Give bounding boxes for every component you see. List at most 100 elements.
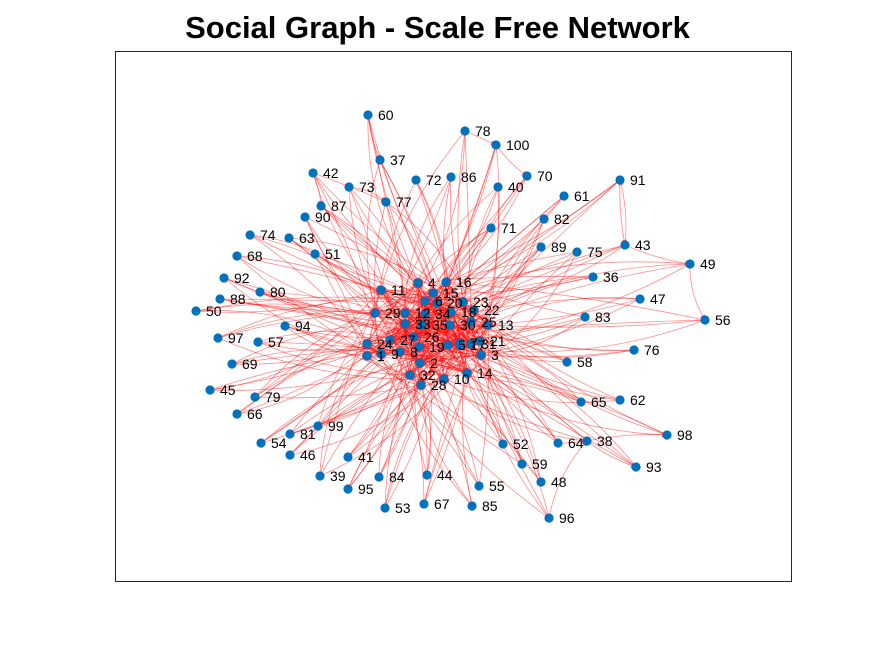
- edge-69-9: [231, 348, 382, 365]
- edge-78-12: [404, 130, 466, 314]
- edge-3-32: [409, 354, 482, 378]
- edge-58-22: [473, 309, 568, 363]
- edge-44-28: [420, 384, 432, 476]
- edge-63-13: [288, 237, 489, 326]
- node-77: [381, 197, 391, 207]
- node-label-51: 51: [325, 246, 341, 262]
- edge-42-20: [312, 172, 438, 304]
- node-label-9: 9: [391, 346, 399, 362]
- edge-55-24: [366, 343, 480, 487]
- node-24: [362, 339, 372, 349]
- node-label-40: 40: [508, 179, 524, 195]
- edge-90-26: [304, 216, 415, 338]
- edge-52-15: [432, 292, 504, 445]
- edge-56-29: [374, 310, 706, 328]
- node-label-22: 22: [484, 302, 500, 318]
- edge-48-5: [447, 344, 542, 483]
- edge-91-43: [619, 179, 627, 246]
- edge-9-14: [380, 353, 468, 374]
- node-74: [245, 230, 255, 240]
- edge-64-18: [450, 311, 559, 444]
- edge-46-21: [289, 340, 481, 456]
- node-label-70: 70: [537, 168, 553, 184]
- node-label-62: 62: [630, 392, 646, 408]
- node-label-35: 35: [432, 317, 448, 333]
- node-18: [446, 307, 456, 317]
- edge-85-22: [461, 309, 476, 507]
- node-1: [362, 351, 372, 361]
- node-55: [474, 481, 484, 491]
- node-label-25: 25: [481, 314, 497, 330]
- node-78: [460, 126, 470, 136]
- node-label-76: 76: [644, 342, 660, 358]
- node-90: [300, 212, 310, 222]
- edge-76-17: [459, 343, 635, 358]
- node-label-34: 34: [435, 306, 451, 322]
- edge-36-2: [419, 276, 594, 364]
- edge-68-17: [236, 255, 461, 346]
- node-label-45: 45: [220, 382, 236, 398]
- node-label-79: 79: [265, 389, 281, 405]
- edge-90-24: [304, 216, 368, 345]
- node-label-86: 86: [461, 169, 477, 185]
- edge-32-20: [409, 302, 439, 376]
- edge-98-13: [487, 324, 668, 436]
- edge-49-6: [424, 261, 691, 302]
- edge-46-34: [289, 313, 426, 456]
- edge-57-32: [257, 341, 411, 378]
- node-83: [580, 312, 590, 322]
- node-76: [629, 345, 639, 355]
- node-label-52: 52: [513, 436, 529, 452]
- node-label-96: 96: [559, 510, 575, 526]
- node-43: [620, 240, 630, 250]
- edge-36-15: [432, 276, 594, 296]
- edge-38-21: [479, 340, 588, 442]
- node-label-74: 74: [260, 227, 276, 243]
- edge-58-11: [380, 288, 568, 363]
- edge-65-21: [479, 339, 582, 403]
- node-label-15: 15: [443, 285, 459, 301]
- edge-97-34: [217, 309, 426, 339]
- node-label-21: 21: [490, 333, 506, 349]
- edge-73-21: [348, 186, 481, 342]
- figure-title: Social Graph - Scale Free Network: [185, 10, 690, 45]
- edge-52-17: [457, 344, 504, 445]
- node-71: [486, 223, 496, 233]
- edge-62-34: [424, 313, 621, 401]
- node-40: [493, 182, 503, 192]
- node-15: [428, 288, 438, 298]
- node-label-43: 43: [635, 237, 651, 253]
- edge-51-14: [314, 253, 468, 374]
- node-31: [466, 339, 476, 349]
- node-38: [582, 436, 592, 446]
- node-label-30: 30: [460, 317, 476, 333]
- node-27: [385, 335, 395, 345]
- node-84: [374, 472, 384, 482]
- node-39: [315, 471, 325, 481]
- node-23: [458, 297, 468, 307]
- edge-84-30: [378, 324, 451, 478]
- node-label-49: 49: [700, 256, 716, 272]
- edge-54-34: [260, 313, 426, 444]
- node-12: [400, 308, 410, 318]
- edge-62-10: [443, 378, 621, 403]
- node-label-84: 84: [389, 469, 405, 485]
- edge-80-31: [259, 291, 472, 345]
- edge-97-12: [217, 310, 406, 339]
- node-30: [445, 320, 455, 330]
- node-label-36: 36: [603, 269, 619, 285]
- node-91: [615, 175, 625, 185]
- node-label-24: 24: [377, 336, 393, 352]
- edge-48-3: [480, 354, 542, 483]
- edge-88-31: [219, 298, 472, 346]
- node-5: [443, 340, 453, 350]
- edge-91-29: [374, 179, 621, 315]
- edge-45-29: [209, 312, 376, 391]
- node-41: [343, 452, 353, 462]
- edge-71-4: [417, 227, 492, 284]
- node-61: [559, 191, 569, 201]
- edge-37-18: [379, 159, 452, 313]
- node-label-99: 99: [328, 418, 344, 434]
- edge-47-2: [419, 298, 641, 366]
- node-73: [344, 182, 354, 192]
